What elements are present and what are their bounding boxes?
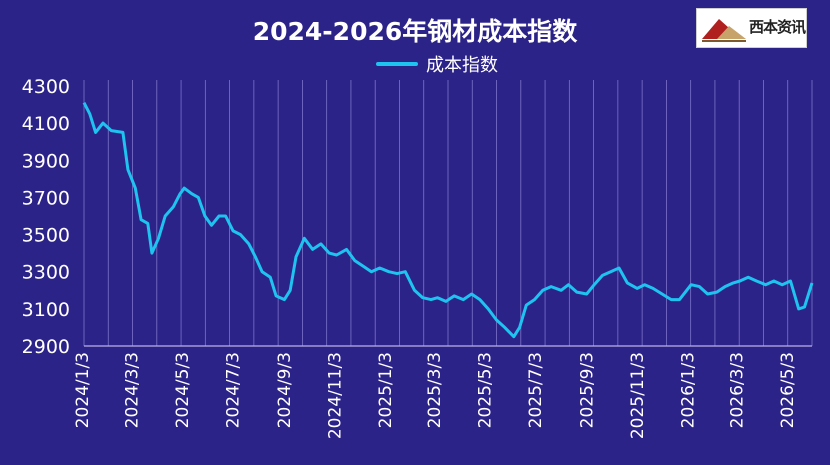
series-layer [82, 102, 814, 339]
x-tick-label: 2026/7/3 [828, 352, 830, 428]
x-tick-label: 2024/11/3 [326, 352, 346, 439]
logo-mark-icon [702, 19, 746, 42]
y-tick-label: 3500 [22, 225, 70, 247]
x-tick-label: 2024/5/3 [173, 352, 193, 428]
x-tick-label: 2026/5/3 [778, 352, 798, 428]
y-tick-label: 3700 [22, 187, 70, 209]
x-tick-label: 2026/1/3 [678, 352, 698, 428]
chart-title: 2024-2026年钢材成本指数 [252, 17, 578, 46]
series-line-cost-index [82, 102, 814, 339]
x-tick-label: 2024/1/3 [73, 352, 93, 428]
x-axis-ticks: 2024/1/3 2024/3/3 2024/5/3 2024/7/3 2024/9/3… [73, 352, 830, 439]
x-tick-label: 2024/9/3 [275, 352, 295, 428]
x-tick-label: 2026/3/3 [727, 352, 747, 428]
x-tick-label: 2025/3/3 [425, 352, 445, 428]
y-tick-label: 4100 [22, 113, 70, 135]
brand-logo: 西本资讯 [696, 8, 807, 48]
y-tick-label: 3100 [22, 299, 70, 321]
y-tick-label: 2900 [22, 336, 70, 358]
x-tick-label: 2025/1/3 [376, 352, 396, 428]
y-tick-label: 3300 [22, 262, 70, 284]
x-tick-label: 2024/3/3 [123, 352, 143, 428]
vertical-gridlines [83, 80, 813, 346]
legend: 成本指数 [376, 52, 498, 76]
y-tick-label: 4300 [22, 76, 70, 98]
legend-swatch [376, 62, 418, 66]
x-tick-label: 2025/11/3 [628, 352, 648, 439]
logo-wordmark: 西本资讯 [749, 18, 806, 36]
y-tick-label: 3900 [22, 150, 70, 172]
x-tick-label: 2025/7/3 [526, 352, 546, 428]
y-axis-ticks: 2900 3100 3300 3500 3700 3900 4100 4300 [22, 76, 70, 358]
x-tick-label: 2024/7/3 [224, 352, 244, 428]
legend-label: 成本指数 [426, 55, 498, 76]
x-tick-label: 2025/9/3 [577, 352, 597, 428]
x-tick-label: 2025/5/3 [476, 352, 496, 428]
